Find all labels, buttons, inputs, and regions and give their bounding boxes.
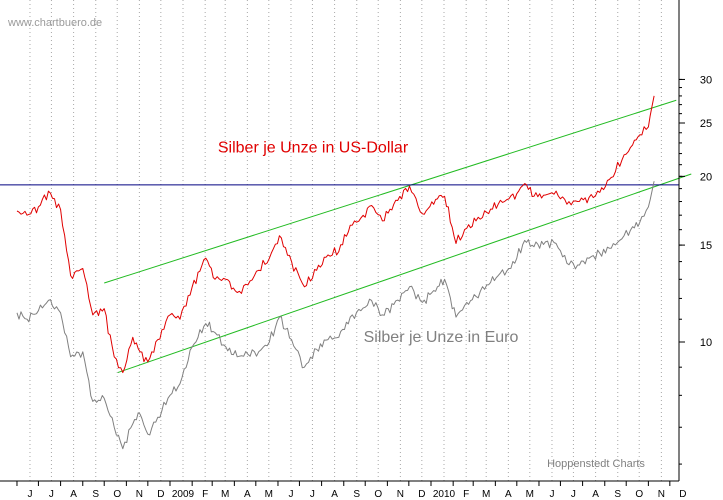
x-tick-label-11: M <box>265 489 273 500</box>
x-tick-label-9: M <box>221 489 229 500</box>
x-tick-label-0: J <box>27 489 32 500</box>
x-tick-label-30: D <box>679 489 686 500</box>
series-lines <box>16 95 655 450</box>
y-tick-label-2: 20 <box>700 171 712 183</box>
x-axis-ticks: J J A S O N D 2009 F M A M J J A S O N D 2010 F M A M J J A S O N D <box>16 481 686 500</box>
y-axis-ticks: 10 15 20 25 30 <box>679 74 712 465</box>
source-credit: Hoppenstedt Charts <box>547 458 645 470</box>
x-tick-label-17: N <box>397 489 404 500</box>
x-tick-label-18: D <box>418 489 425 500</box>
series-line-0 <box>16 95 655 374</box>
series-annotations: Silber je Unze in US-Dollar Silber je Unz… <box>218 139 519 346</box>
x-tick-label-12: J <box>288 489 293 500</box>
y-tick-label-1: 15 <box>700 240 712 252</box>
x-tick-label-27: S <box>614 489 621 500</box>
watermark: www.chartbuero.de <box>7 17 102 29</box>
x-tick-label-15: S <box>353 489 360 500</box>
x-tick-label-2: A <box>70 489 77 500</box>
x-tick-label-7: 2009 <box>172 489 195 500</box>
trend-line-1 <box>117 173 692 374</box>
x-tick-label-19: 2010 <box>433 489 456 500</box>
x-tick-label-3: S <box>92 489 99 500</box>
x-tick-label-21: M <box>482 489 490 500</box>
x-tick-label-1: J <box>49 489 54 500</box>
x-tick-label-25: J <box>571 489 576 500</box>
x-tick-label-5: N <box>136 489 143 500</box>
x-tick-label-28: O <box>635 489 643 500</box>
series-line-1 <box>16 181 655 450</box>
x-tick-label-13: J <box>310 489 315 500</box>
y-tick-label-3: 25 <box>700 118 712 130</box>
x-tick-label-6: D <box>157 489 164 500</box>
y-tick-label-0: 10 <box>700 337 712 349</box>
x-tick-label-4: O <box>113 489 121 500</box>
x-tick-label-16: O <box>374 489 382 500</box>
x-tick-label-24: J <box>549 489 554 500</box>
series-annotation-0: Silber je Unze in US-Dollar <box>218 139 409 156</box>
x-tick-label-14: A <box>331 489 338 500</box>
x-tick-label-23: M <box>526 489 534 500</box>
series-annotation-1: Silber je Unze in Euro <box>364 329 519 346</box>
trend-line-0 <box>104 99 677 284</box>
y-tick-label-4: 30 <box>700 74 712 86</box>
x-tick-label-20: F <box>463 489 469 500</box>
x-tick-label-10: A <box>244 489 251 500</box>
x-tick-label-29: N <box>658 489 665 500</box>
x-tick-label-22: A <box>505 489 512 500</box>
trend-channel <box>104 99 692 374</box>
x-tick-label-8: F <box>202 489 208 500</box>
x-tick-label-26: A <box>592 489 599 500</box>
